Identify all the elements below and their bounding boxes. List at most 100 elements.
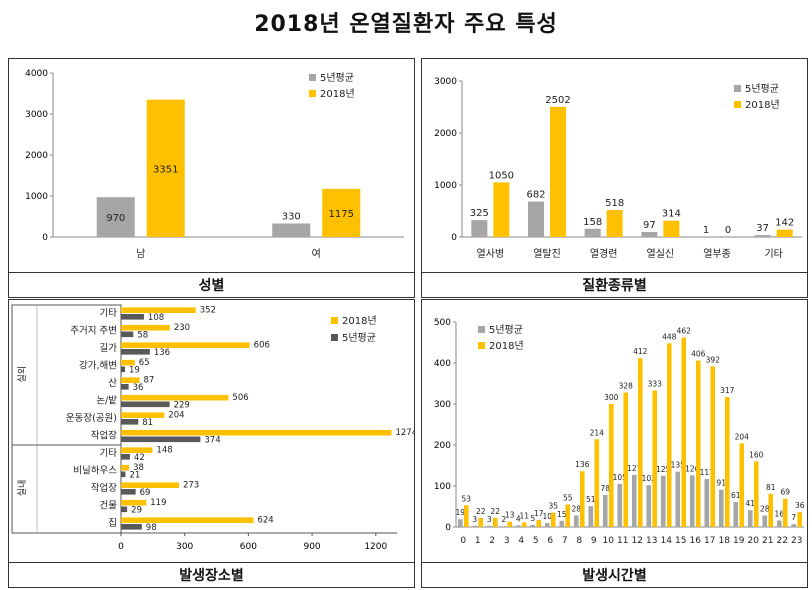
x-tick-label: 14 <box>661 536 673 546</box>
legend-label: 2018년 <box>745 99 780 111</box>
x-tick-label: 1 <box>475 536 481 546</box>
bar-avg <box>776 520 782 527</box>
data-label: 10 <box>542 512 552 521</box>
data-label: 11 <box>519 511 529 520</box>
bar-2018 <box>652 390 658 527</box>
bar-avg <box>689 475 695 527</box>
legend-label: 5년평균 <box>342 332 376 344</box>
data-label: 22 <box>490 507 500 516</box>
y-tick-label: 0 <box>451 233 457 243</box>
bar-avg <box>515 525 521 527</box>
data-label: 230 <box>174 323 190 333</box>
bar-2018 <box>521 522 527 527</box>
y-tick-label: 운동장(공원) <box>66 413 117 424</box>
bar-2018 <box>724 397 730 527</box>
data-label: 273 <box>183 481 199 491</box>
bar-avg <box>472 525 478 527</box>
bar-avg <box>675 471 681 527</box>
data-label: 125 <box>656 465 671 474</box>
x-tick-label: 2 <box>489 536 495 546</box>
bar-avg <box>121 366 126 373</box>
bar-2018 <box>536 520 542 527</box>
y-tick-label: 1000 <box>25 192 48 202</box>
bar-2018 <box>121 482 179 488</box>
data-label: 102 <box>642 474 657 483</box>
bar-avg <box>121 314 144 320</box>
y-tick-label: 작업장 <box>91 430 117 442</box>
data-label: 29 <box>131 506 142 516</box>
bar-2018 <box>666 343 672 527</box>
bar-avg <box>631 474 637 527</box>
data-label: 108 <box>148 313 164 323</box>
data-label: 15 <box>557 510 567 519</box>
data-label: 61 <box>731 491 741 500</box>
data-label: 392 <box>706 355 721 364</box>
bar-avg <box>272 223 311 237</box>
page-title: 2018년 온열질환자 주요 특성 <box>254 12 558 37</box>
x-tick-label: 여 <box>312 248 321 260</box>
data-label: 105 <box>613 473 628 482</box>
bar-2018 <box>637 358 643 527</box>
data-label: 314 <box>662 209 681 220</box>
bar-avg <box>754 235 771 237</box>
data-label: 81 <box>142 418 153 428</box>
data-label: 328 <box>619 382 634 391</box>
bar-avg <box>747 510 753 527</box>
data-label: 28 <box>571 505 581 514</box>
x-tick-label: 9 <box>591 536 597 546</box>
legend-swatch <box>331 317 338 324</box>
bar-avg <box>121 524 142 530</box>
bar-avg <box>573 515 579 527</box>
data-label: 2 <box>501 515 506 524</box>
data-label: 117 <box>700 468 715 477</box>
bar-2018 <box>493 182 510 237</box>
y-tick-label: 논/밭 <box>96 396 117 407</box>
hour-chart-panel: 0 100 200 300 400 500 19 53 0 3 22 1 3 22 2 2 13 3 4 11 4 5 17… <box>421 299 808 588</box>
bar-2018 <box>695 360 701 527</box>
legend-label: 5년평균 <box>745 83 779 95</box>
data-label: 119 <box>150 498 166 508</box>
data-label: 1050 <box>489 170 514 181</box>
legend-swatch <box>478 326 485 333</box>
x-tick-label: 10 <box>603 536 615 546</box>
bar-2018 <box>121 517 254 523</box>
data-label: 22 <box>476 507 486 516</box>
bar-2018 <box>663 220 680 237</box>
y-tick-label: 2000 <box>434 129 457 139</box>
data-label: 19 <box>455 508 465 517</box>
bar-avg <box>121 401 170 408</box>
data-label: 5 <box>530 514 535 523</box>
bar-2018 <box>608 404 614 527</box>
x-tick-label: 11 <box>617 536 628 546</box>
legend-swatch <box>734 85 741 92</box>
data-label: 317 <box>720 386 735 395</box>
data-label: 36 <box>795 501 805 510</box>
bar-2018 <box>710 366 716 527</box>
data-label: 28 <box>760 505 770 514</box>
data-label: 126 <box>685 464 700 473</box>
y-tick-label: 기타 <box>100 448 118 459</box>
x-tick-label: 3 <box>504 536 510 546</box>
data-label: 229 <box>174 401 190 411</box>
place-chart-caption: 발생장소별 <box>9 562 414 587</box>
bar-avg <box>646 485 652 527</box>
bar-2018 <box>146 99 185 237</box>
bar-2018 <box>121 342 250 348</box>
hour-chart: 0100200300400500195303221322221334114517… <box>434 318 805 546</box>
x-tick-label: 5 <box>533 536 539 546</box>
bar-2018 <box>753 461 759 527</box>
legend-swatch <box>331 334 338 341</box>
data-label: 406 <box>691 350 706 359</box>
bar-avg <box>121 349 150 355</box>
y-tick-label: 200 <box>434 441 451 451</box>
data-label: 136 <box>154 348 170 358</box>
data-label: 58 <box>137 331 148 341</box>
bar-2018 <box>594 439 600 527</box>
x-tick-label: 12 <box>632 536 643 546</box>
data-label: 330 <box>282 211 301 222</box>
bar-2018 <box>121 429 392 436</box>
data-label: 53 <box>461 494 471 503</box>
bar-avg <box>704 479 710 527</box>
bar-avg <box>501 526 507 527</box>
y-tick-label: 집 <box>108 517 117 529</box>
